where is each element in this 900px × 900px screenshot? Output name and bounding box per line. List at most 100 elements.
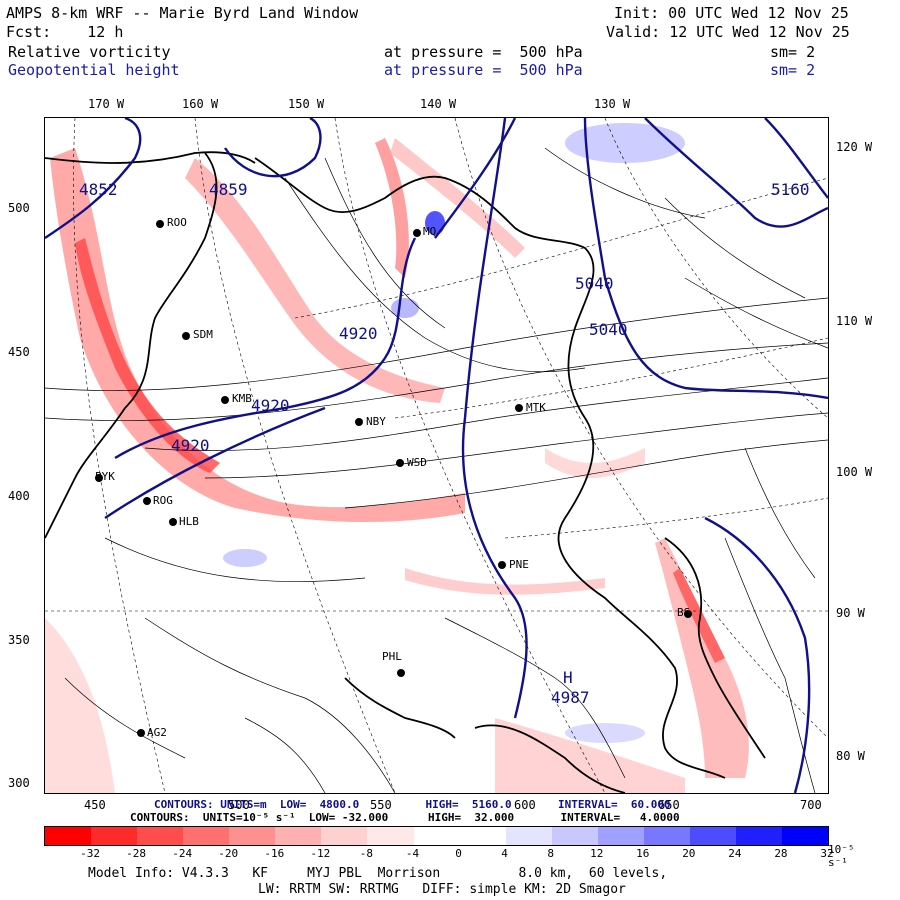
grid-x-label: 500 [228, 798, 250, 812]
colorbar-swatch [782, 827, 829, 845]
colorbar-tick-label: 32 [820, 847, 834, 860]
colorbar-swatch [275, 827, 322, 845]
height-contour-info: CONTOURS: UNITS=m LOW= 4800.0 HIGH= 5160… [154, 798, 671, 811]
model-info-line: Model Info: V4.3.3 KF MYJ PBL Morrison 8… [88, 866, 668, 881]
grid-x-label: 450 [84, 798, 106, 812]
lon-label-right: 100 W [836, 465, 873, 479]
colorbar-tick-label: 4 [501, 847, 508, 860]
lon-label-top: 130 W [594, 97, 631, 111]
colorbar-swatch [735, 827, 782, 845]
station-markers [95, 220, 692, 737]
colorbar-tick-label: 16 [636, 847, 650, 860]
station-label: MQ [423, 225, 437, 238]
neg-vorticity-band-4 [390, 138, 525, 258]
neg-vorticity-lower [495, 718, 685, 793]
colorbar-swatch [183, 827, 230, 845]
high-center-value: 4987 [551, 688, 590, 707]
colorbar-tick-label: -20 [218, 847, 239, 860]
grid-x-label: 650 [658, 798, 680, 812]
colorbar-tick-label: -32 [80, 847, 100, 860]
height-label: 4859 [209, 180, 248, 199]
station-label: PHL [382, 650, 402, 663]
lon-label-right: 120 W [836, 140, 873, 154]
field1-smoothing: sm= 2 [770, 43, 816, 61]
height-label: 5160 [771, 180, 810, 199]
colorbar-swatch [505, 827, 552, 845]
model-title: AMPS 8-km WRF -- Marie Byrd Land Window [6, 4, 359, 22]
lon-label-top: 150 W [288, 97, 325, 111]
field1-name: Relative vorticity [8, 43, 171, 61]
colorbar-tick-label: -8 [359, 847, 374, 860]
colorbar-tick-label: 20 [682, 847, 696, 860]
grid-x-label: 550 [370, 798, 392, 812]
vorticity-contour-info: CONTOURS: UNITS=10⁻⁵ s⁻¹ LOW= -32.000 HI… [130, 811, 680, 824]
station-label: KMB [232, 392, 252, 405]
colorbar-swatch [643, 827, 690, 845]
station-label: ROG [153, 494, 173, 507]
grid-y-label: 400 [8, 489, 30, 503]
colorbar-tick-label: -4 [405, 847, 420, 860]
field2-smoothing: sm= 2 [770, 61, 816, 79]
colorbar-swatch [45, 827, 92, 845]
lon-label-top: 140 W [420, 97, 457, 111]
height-label: 4920 [339, 324, 378, 343]
map-panel: ROO SDM KMB NBY MTK MQ WSD PYK ROG HLB P… [44, 117, 829, 794]
vorticity-contours [45, 147, 828, 793]
lon-label-right: 90 W [836, 606, 865, 620]
neg-vorticity-east [655, 538, 749, 778]
neg-vorticity-band-2 [185, 158, 445, 403]
station-label: WSD [407, 456, 427, 469]
neg-vorticity-mid [545, 448, 645, 478]
height-label: 4920 [251, 396, 290, 415]
height-label: 5040 [575, 274, 614, 293]
pos-vorticity-patch [425, 211, 445, 235]
forecast-hour: Fcst: 12 h [6, 23, 124, 41]
station-label: MTK [526, 401, 546, 414]
station-label: SDM [193, 328, 213, 341]
pos-vorticity-patch [223, 549, 267, 567]
lon-label-top: 160 W [182, 97, 219, 111]
colorbar-tick-label: -12 [310, 847, 331, 860]
colorbar-swatch [459, 827, 506, 845]
colorbar-swatch [689, 827, 736, 845]
colorbar-swatch [551, 827, 598, 845]
pos-vorticity-patch [565, 123, 685, 163]
coastline [45, 151, 766, 793]
pos-vorticity-patch [565, 723, 645, 743]
field2-level: at pressure = 500 hPa [384, 61, 583, 79]
station-label: AG2 [147, 726, 167, 739]
station-label: ROO [167, 216, 187, 229]
colorbar-unit: 10⁻⁵ s⁻¹ [828, 843, 855, 869]
grid-x-label: 600 [514, 798, 536, 812]
vorticity-colorbar [44, 826, 829, 846]
colorbar-tick-label: 24 [728, 847, 742, 860]
grid-y-label: 350 [8, 633, 30, 647]
colorbar-swatch [91, 827, 138, 845]
vorticity-height-map [45, 118, 828, 793]
colorbar-tick-label: -24 [172, 847, 193, 860]
colorbar-swatch [229, 827, 276, 845]
colorbar-tick-label: 0 [455, 847, 462, 860]
grid-y-label: 500 [8, 201, 30, 215]
colorbar-tick-label: 12 [590, 847, 604, 860]
height-contours [45, 118, 828, 793]
station-label: HLB [179, 515, 199, 528]
colorbar-tick-label: -16 [264, 847, 285, 860]
grid-y-label: 300 [8, 776, 30, 790]
neg-vorticity-core [75, 238, 220, 473]
neg-vorticity-south [45, 618, 115, 793]
station-label: NBY [366, 415, 386, 428]
station-label: PYK [95, 470, 115, 483]
colorbar-swatch [321, 827, 368, 845]
colorbar-swatch [367, 827, 414, 845]
height-label: 4852 [79, 180, 118, 199]
grid-x-label: 700 [800, 798, 822, 812]
lon-label-right: 80 W [836, 749, 865, 763]
colorbar-swatch [597, 827, 644, 845]
neg-vorticity-band [50, 148, 465, 523]
colorbar-tick-label: -28 [126, 847, 147, 860]
neg-vorticity-ridge [405, 568, 605, 595]
field1-level: at pressure = 500 hPa [384, 43, 583, 61]
colorbar-tick-label: 8 [547, 847, 554, 860]
lon-label-right: 110 W [836, 314, 873, 328]
